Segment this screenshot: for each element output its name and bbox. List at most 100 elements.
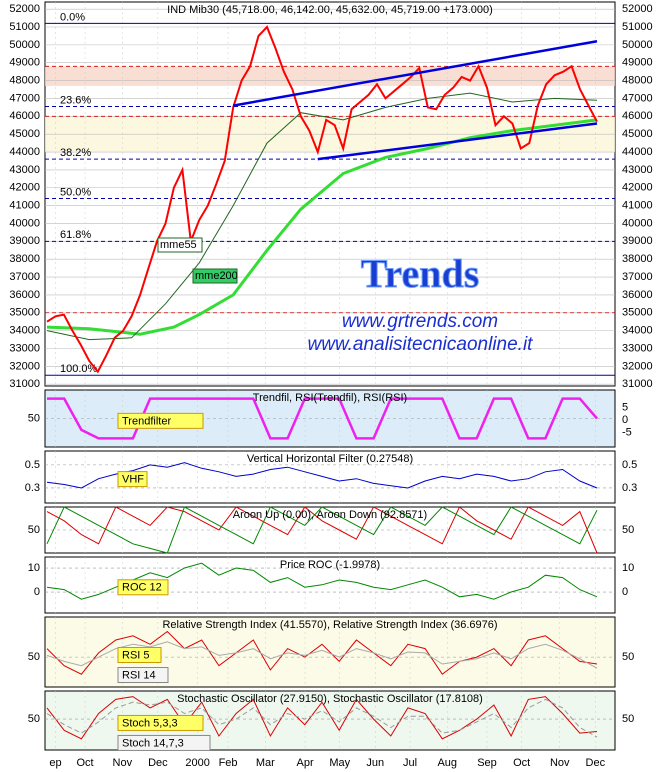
y-tick-label: 0.3 [25,482,40,494]
y-tick-label-right: 35000 [622,307,653,319]
y-tick-label: 32000 [9,360,40,372]
series-label: Stoch 14,7,3 [122,737,184,749]
series-line [46,641,598,669]
series-line [46,562,598,600]
y-tick-label-right: 31000 [622,378,653,390]
series-line [46,696,598,740]
y-tick-label-right: 33000 [622,342,653,354]
y-tick-label-right: 10 [622,562,634,574]
y-tick-label-right: 43000 [622,164,653,176]
trendline [232,40,598,107]
x-tick-label: Sep [477,757,497,769]
y-tick-label-right: 52000 [622,3,653,15]
series-label: RSI 5 [122,649,150,661]
fib-label: 100.0% [60,363,98,375]
series-line [46,462,598,489]
fib-label: 23.6% [60,94,91,106]
x-tick-label: Nov [550,757,570,769]
y2-tick-label: -5 [622,426,632,438]
x-tick-label: 2000 [185,757,209,769]
series-line [46,92,598,341]
y-tick-label: 43000 [9,164,40,176]
y-tick-label-right: 0.3 [622,482,637,494]
y-tick-label: 46000 [9,110,40,122]
y-tick-label-right: 41000 [622,200,653,212]
y-tick-label-right: 38000 [622,253,653,265]
panel-title: Price ROC (-1.9978) [280,559,380,571]
x-tick-label: ep [49,757,61,769]
y-tick-label: 10 [28,562,40,574]
x-tick-label: Jun [366,757,384,769]
series-label: mme200 [195,270,238,282]
series-label-box [117,667,169,683]
series-label: Stoch 5,3,3 [122,717,178,729]
panel-title: Vertical Horizontal Filter (0.27548) [247,453,413,465]
series-label-box [117,647,162,663]
y-tick-label: 34000 [9,325,40,337]
y-tick-label-right: 39000 [622,235,653,247]
y-tick-label-right: 50 [622,713,634,725]
y-tick-label-right: 50000 [622,39,653,51]
y-tick-label: 31000 [9,378,40,390]
y-tick-label: 47000 [9,92,40,104]
y-tick-label: 41000 [9,200,40,212]
y-tick-label-right: 42000 [622,182,653,194]
panel-background [44,1,616,387]
y-tick-label: 52000 [9,3,40,15]
y-tick-label: 50000 [9,39,40,51]
y-tick-label-right: 36000 [622,289,653,301]
y-tick-label-right: 50 [622,651,634,663]
y-tick-label: 51000 [9,21,40,33]
y-tick-label-right: 46000 [622,110,653,122]
y-tick-label: 48000 [9,74,40,86]
watermark-title: Trends [361,251,480,296]
panel-title: Aroon Up (0.00), Aroon Down (92.8571) [233,509,427,521]
y-tick-label-right: 51000 [622,21,653,33]
y-tick-label-right: 47000 [622,92,653,104]
series-line [46,698,598,738]
trendline [317,122,598,161]
series-label-box [117,412,204,429]
x-tick-label: Dec [586,757,606,769]
x-tick-label: Mar [256,757,275,769]
x-tick-label: Jul [403,757,417,769]
series-label-box [192,268,238,284]
y-tick-label-right: 0.5 [622,459,637,471]
panel-title: Trendfil, RSI(Trendfil), RSI(RSI) [253,392,407,404]
y-tick-label-right: 50 [622,524,634,536]
fib-label: 61.8% [60,229,91,241]
fib-label: 50.0% [60,186,91,198]
y-tick-label: 0 [34,586,40,598]
y-tick-label: 42000 [9,182,40,194]
y-tick-label: 35000 [9,307,40,319]
y-tick-label-right: 34000 [622,325,653,337]
y-tick-label-right: 45000 [622,128,653,140]
y2-tick-label: 5 [622,401,628,413]
y-tick-label: 50 [28,412,40,424]
y-tick-label: 40000 [9,217,40,229]
series-label-box [117,734,211,751]
x-tick-label: Apr [297,757,314,769]
panel-title: Stochastic Oscillator (27.9150), Stochas… [177,693,483,705]
series-label: RSI 14 [122,669,156,681]
watermark-url: www.analisitecnicaonline.it [308,334,534,355]
series-label: Trendfilter [122,415,171,427]
y-tick-label: 37000 [9,271,40,283]
y-tick-label: 36000 [9,289,40,301]
x-tick-label: Dec [148,757,168,769]
y-tick-label-right: 44000 [622,146,653,158]
y-tick-label: 49000 [9,57,40,69]
y2-tick-label: 0 [622,414,628,426]
series-label: VHF [122,474,144,486]
x-tick-label: Aug [437,757,457,769]
y-tick-label-right: 49000 [622,57,653,69]
fib-label: 0.0% [60,11,85,23]
x-tick-label: Feb [219,757,238,769]
series-label: ROC 12 [122,582,162,594]
series-line [46,118,598,336]
series-line [46,25,598,374]
y-tick-label: 50 [28,651,40,663]
y-tick-label: 0.5 [25,459,40,471]
series-label-box [117,714,204,731]
